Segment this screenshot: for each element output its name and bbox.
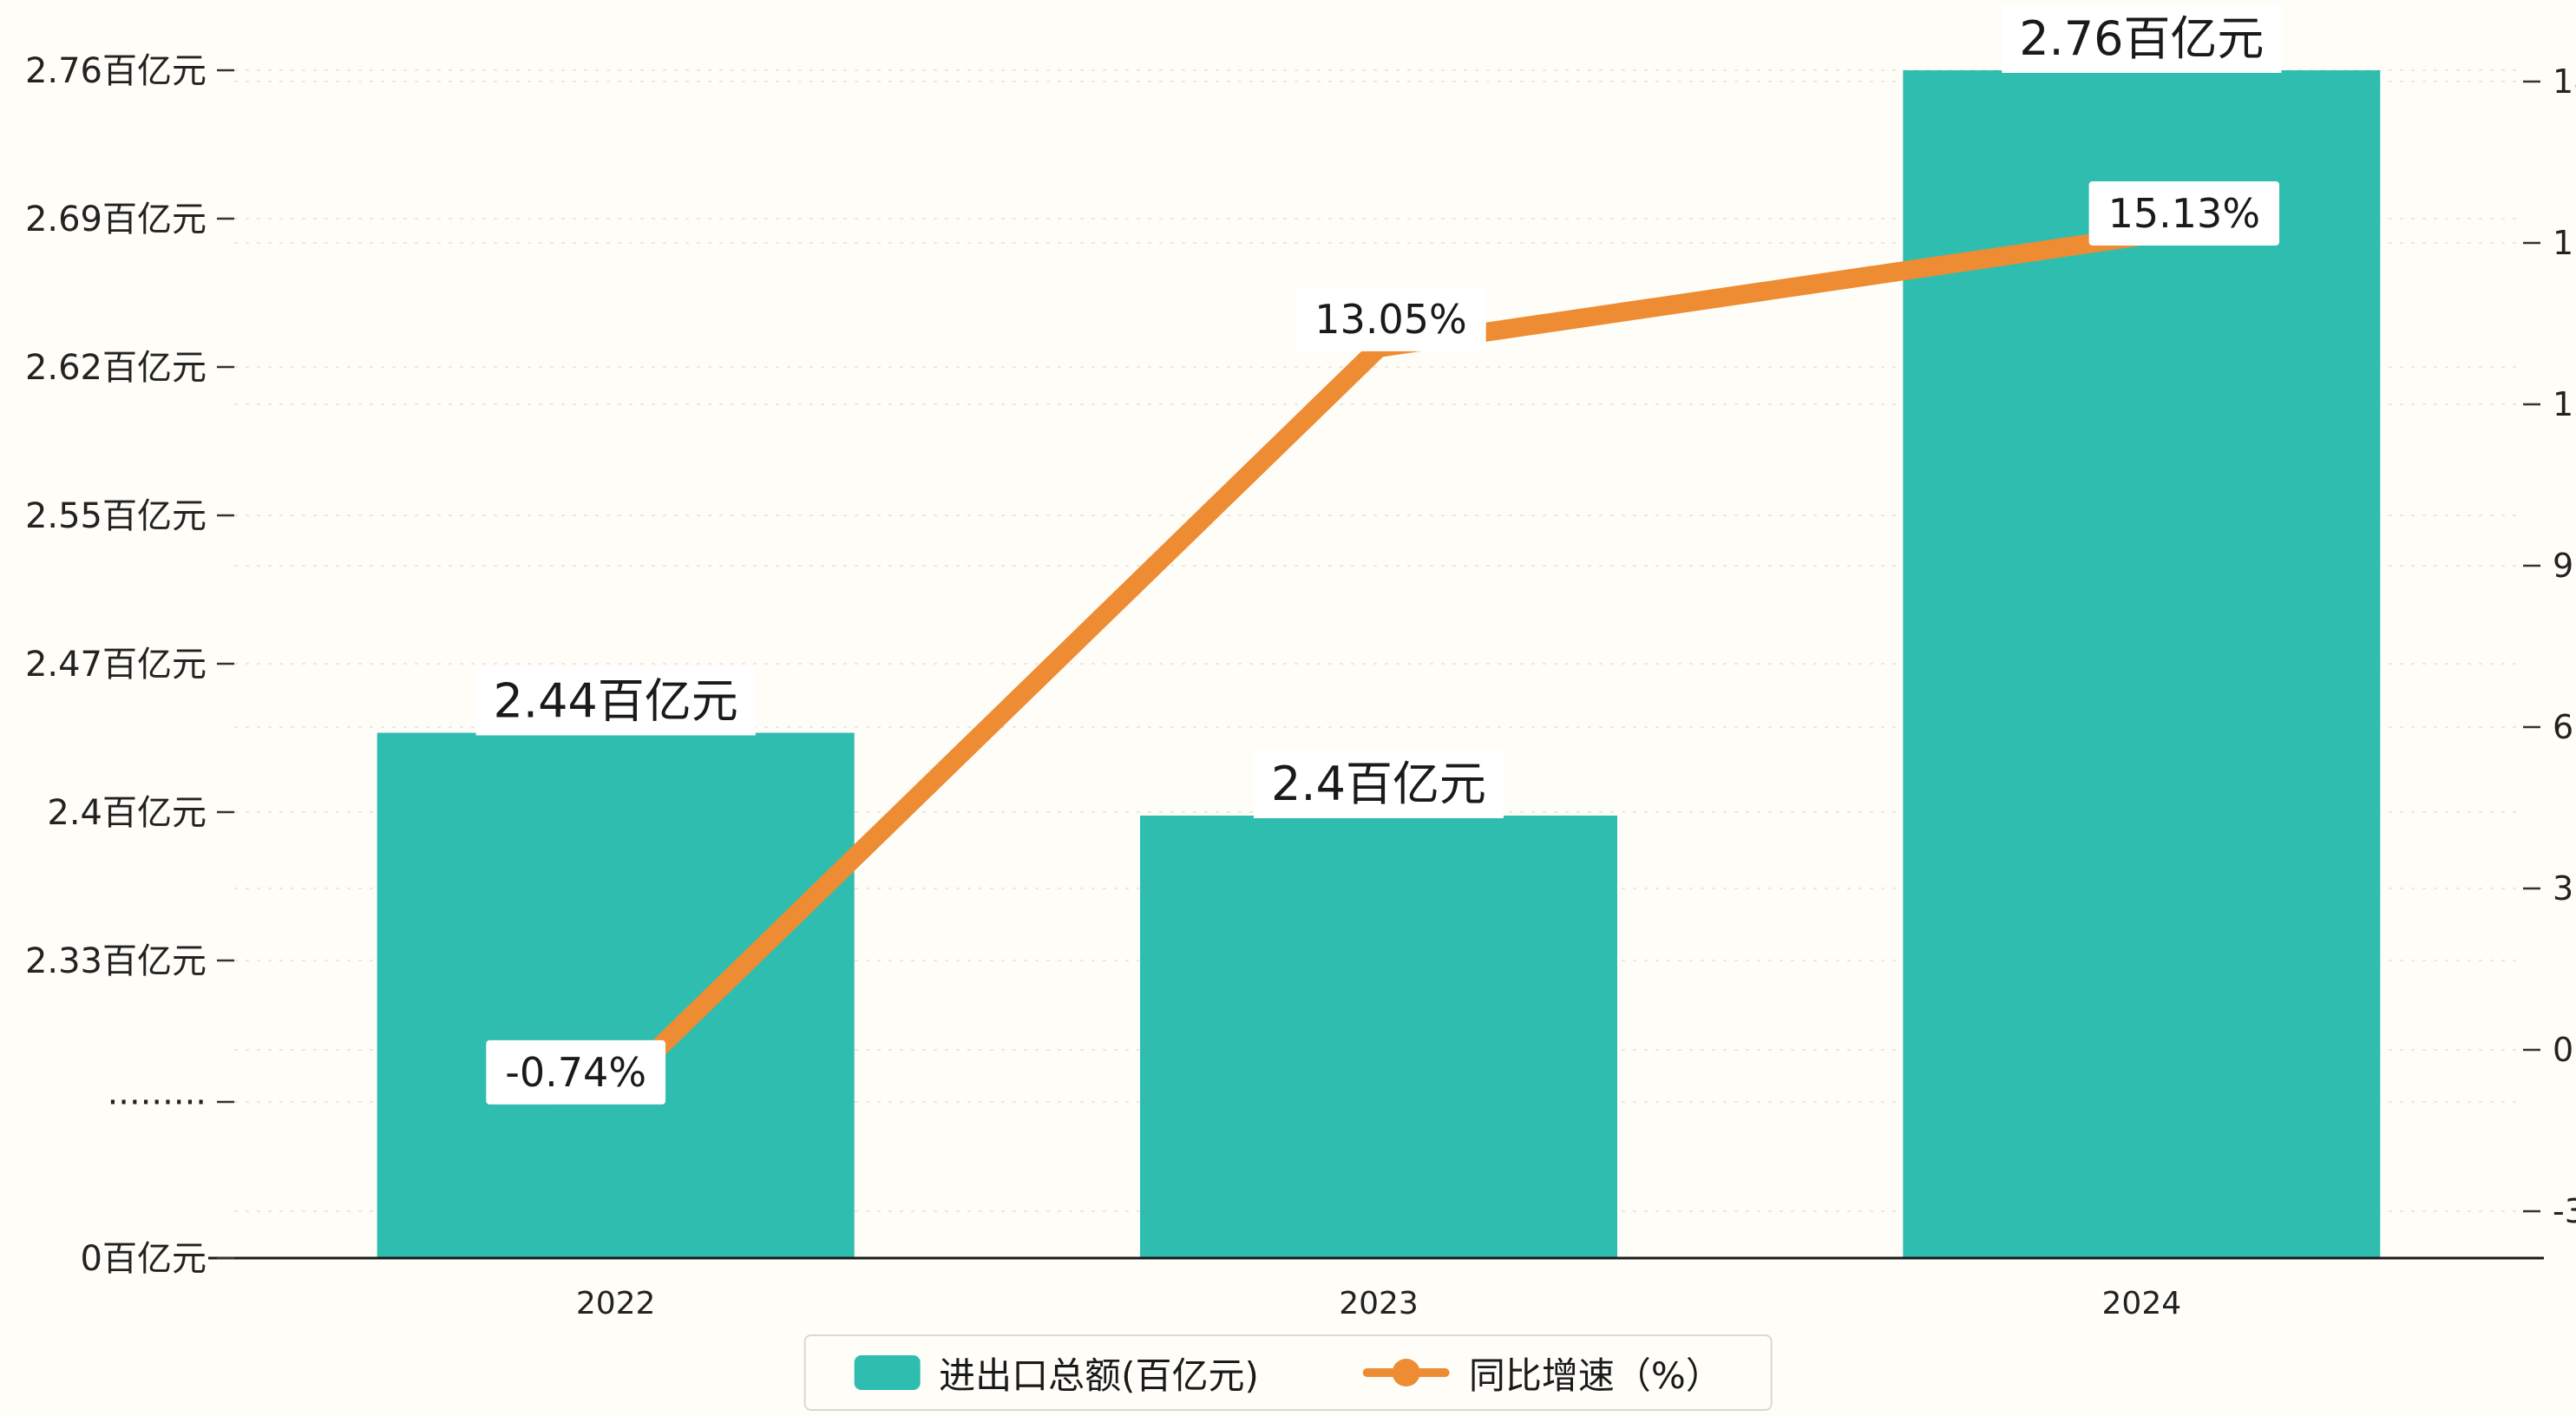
right-axis-label: 15 bbox=[2553, 224, 2576, 262]
legend-item-total[interactable]: 进出口总额(百亿元) bbox=[854, 1347, 1259, 1400]
bar-value-label-bg bbox=[2002, 4, 2282, 73]
left-axis-label: 2.47百亿元 bbox=[25, 645, 206, 685]
growth-point-label-bg bbox=[486, 1039, 666, 1105]
right-axis-label: 3 bbox=[2553, 869, 2573, 908]
legend-item-growth[interactable]: 同比增速（%） bbox=[1362, 1347, 1722, 1400]
legend-label-growth: 同比增速（%） bbox=[1468, 1354, 1722, 1397]
x-axis-category-label: 2023 bbox=[1339, 1286, 1419, 1319]
growth-point-label: -0.74% bbox=[505, 1049, 646, 1096]
bar-value-label: 2.4百亿元 bbox=[1271, 757, 1486, 811]
growth-point-label: 15.13% bbox=[2108, 190, 2260, 237]
bar-line-chart: 2.44百亿元 2.4百亿元 2.76百亿元 -0.74% 13.05% 15.13% 2.… bbox=[24, 4, 2576, 1321]
left-axis-label: 2.4百亿元 bbox=[47, 793, 206, 833]
right-axis-label: 9 bbox=[2553, 547, 2573, 585]
bar-value-label-bg bbox=[475, 666, 756, 736]
left-axis-label: 2.55百亿元 bbox=[25, 496, 206, 536]
right-axis-label: 0 bbox=[2553, 1031, 2573, 1069]
x-axis-category-label: 2024 bbox=[2102, 1286, 2182, 1319]
right-axis-label: 18 bbox=[2553, 62, 2576, 101]
legend: 进出口总额(百亿元) 同比增速（%） bbox=[803, 1334, 1773, 1411]
left-axis-label: 0百亿元 bbox=[81, 1239, 206, 1279]
left-axis-label: 2.62百亿元 bbox=[25, 348, 206, 388]
bar-value-label: 2.44百亿元 bbox=[494, 674, 738, 729]
line-series-marker-icon bbox=[1362, 1355, 1450, 1390]
bar-2023[interactable] bbox=[1140, 815, 1617, 1258]
growth-point-label-bg bbox=[1295, 286, 1486, 351]
left-axis-label: 2.76百亿元 bbox=[25, 51, 206, 91]
left-axis-label: 2.33百亿元 bbox=[25, 941, 206, 981]
bar-series-swatch-icon bbox=[854, 1355, 921, 1390]
legend-label-total: 进出口总额(百亿元) bbox=[939, 1354, 1259, 1397]
left-axis-label: ········· bbox=[108, 1083, 206, 1123]
bar-2024[interactable] bbox=[1903, 70, 2381, 1258]
right-axis-label: 6 bbox=[2553, 708, 2573, 746]
bar-value-label-bg bbox=[1254, 749, 1504, 818]
growth-point-label: 13.05% bbox=[1314, 296, 1466, 343]
bar-value-label: 2.76百亿元 bbox=[2019, 11, 2264, 66]
growth-point-label-bg bbox=[2088, 180, 2280, 246]
x-axis-category-label: 2022 bbox=[576, 1286, 656, 1319]
bar-2022[interactable] bbox=[377, 732, 855, 1258]
line-marker-dot bbox=[1392, 1359, 1420, 1386]
right-axis-label: -3 bbox=[2553, 1192, 2576, 1230]
left-axis-label: 2.69百亿元 bbox=[25, 200, 206, 239]
right-axis-label: 12 bbox=[2553, 385, 2576, 423]
